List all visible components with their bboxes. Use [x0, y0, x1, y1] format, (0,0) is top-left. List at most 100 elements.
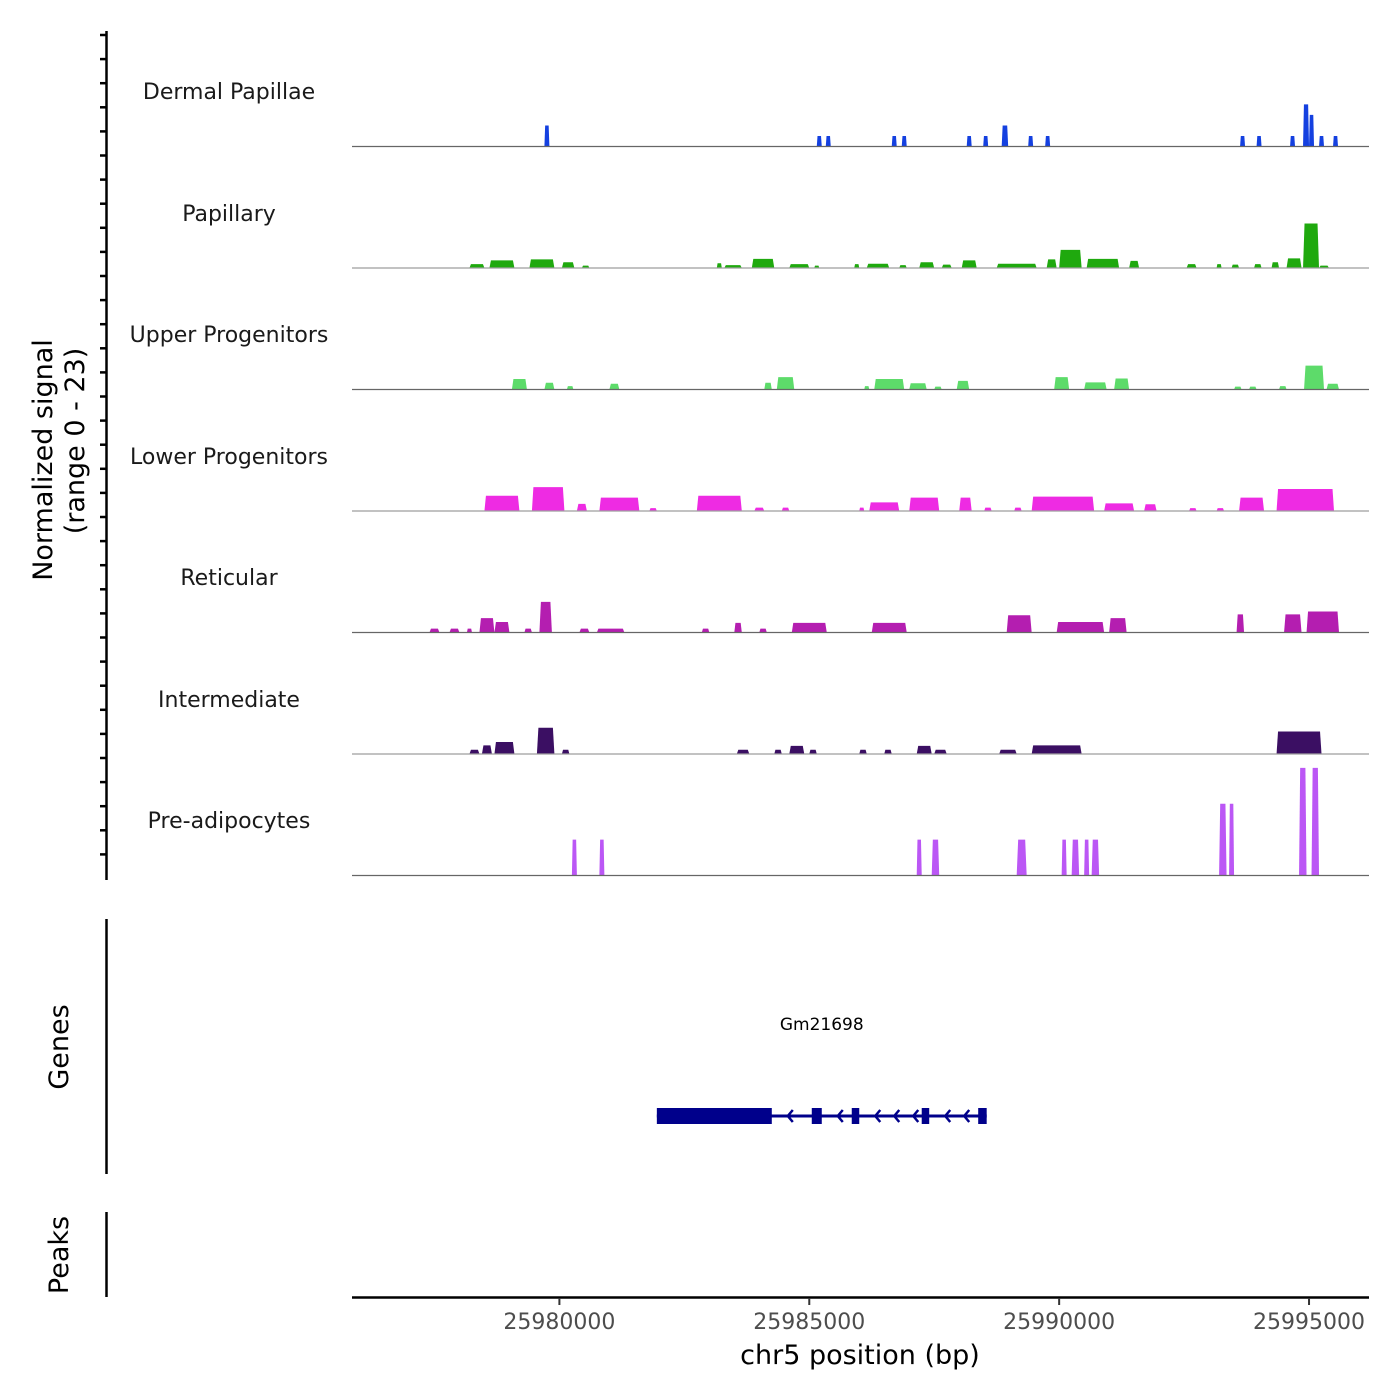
signal-peak	[966, 135, 972, 147]
strand-arrow-icon	[962, 1109, 971, 1123]
signal-peak	[919, 262, 935, 268]
signal-peak	[854, 264, 860, 268]
track-lower-progenitors	[352, 487, 1369, 512]
signal-peak	[536, 727, 555, 754]
signal-peak	[1014, 507, 1022, 511]
signal-peak	[1129, 260, 1140, 268]
track-label: Dermal Papillae	[143, 80, 315, 105]
y-axis-title: Normalized signal (range 0 - 23)	[28, 339, 91, 581]
signal-peak	[866, 263, 890, 268]
signal-peak	[1231, 264, 1240, 268]
signal-peak	[764, 382, 772, 390]
signal-peak	[1028, 135, 1034, 147]
signal-peak	[544, 382, 555, 390]
signal-peak	[759, 628, 767, 633]
signal-peak	[816, 135, 822, 147]
signal-peak	[1229, 803, 1235, 876]
signal-peak	[494, 621, 510, 633]
signal-peak	[934, 749, 947, 754]
signal-peak	[599, 839, 605, 876]
track-intermediate	[352, 727, 1369, 755]
signal-peak	[649, 508, 657, 511]
signal-peak	[774, 749, 782, 754]
strand-arrow-icon	[786, 1109, 794, 1123]
signal-peak	[751, 258, 775, 268]
strand-arrow-icon	[911, 1109, 920, 1123]
track-upper-progenitors	[352, 365, 1369, 391]
signal-peak	[1001, 125, 1009, 147]
signal-peak	[1234, 386, 1242, 390]
signal-peak	[1303, 104, 1310, 147]
signal-peak	[1309, 114, 1315, 147]
signal-peak	[539, 601, 552, 633]
signal-peak	[1104, 503, 1135, 511]
signal-peak	[1216, 264, 1222, 268]
signal-peak	[776, 377, 795, 390]
signal-peak	[736, 749, 750, 754]
signal-peak	[781, 507, 790, 511]
signal-peak	[999, 749, 1017, 754]
signal-peak	[909, 497, 940, 511]
signal-peak	[1236, 614, 1245, 633]
signal-peak	[869, 502, 900, 511]
signal-peak	[1319, 135, 1325, 147]
signal-peak	[1276, 489, 1335, 511]
signal-peak	[1299, 767, 1307, 876]
signal-peak	[996, 263, 1037, 268]
signal-peak	[1046, 259, 1057, 268]
signal-peak	[1284, 614, 1302, 633]
signal-peak	[1286, 258, 1302, 268]
gene-exon	[851, 1108, 860, 1124]
signal-peak	[484, 495, 520, 511]
signal-peak	[941, 264, 952, 268]
track-label: Intermediate	[158, 688, 300, 713]
x-axis-title: chr5 position (bp)	[740, 1340, 980, 1371]
signal-peak	[561, 262, 575, 268]
signal-peak	[983, 135, 989, 147]
gene-Gm21698: Gm21698	[656, 1015, 987, 1124]
track-reticular	[352, 601, 1369, 634]
signal-peak	[1306, 611, 1340, 633]
signal-peak	[1276, 731, 1322, 754]
signal-peak	[864, 386, 870, 390]
signal-peak	[1304, 365, 1325, 390]
signal-peak	[1061, 839, 1067, 876]
signal-peak	[1016, 839, 1027, 876]
signal-peak	[1084, 382, 1107, 390]
signal-peak	[1091, 839, 1100, 876]
signal-peak	[884, 749, 892, 754]
signal-peak	[466, 628, 472, 633]
signal-peak	[469, 749, 480, 754]
signal-peak	[734, 622, 742, 633]
signal-peak	[1279, 386, 1287, 390]
signal-peak	[1249, 386, 1257, 390]
signal-peak	[901, 135, 907, 147]
signal-peak	[859, 507, 865, 511]
y-axis-title-line1: Normalized signal	[28, 339, 59, 581]
signal-peak	[529, 259, 555, 268]
signal-peak	[1114, 378, 1130, 390]
signal-peak	[1219, 803, 1227, 876]
track-label: Lower Progenitors	[130, 445, 328, 470]
signal-peak	[791, 622, 827, 633]
strand-arrow-icon	[873, 1109, 882, 1123]
signal-peak	[1084, 839, 1090, 876]
signal-peak	[899, 265, 907, 268]
signal-peak	[825, 135, 831, 147]
signal-peak	[916, 839, 922, 876]
signal-peak	[789, 264, 810, 268]
signal-peak	[1059, 249, 1082, 268]
gene-label: Gm21698	[780, 1015, 864, 1035]
strand-arrow-icon	[892, 1109, 901, 1123]
y-axis-title-line2: (range 0 - 23)	[60, 348, 91, 535]
track-dermal-papillae	[352, 104, 1369, 148]
x-tick-label: 25990000	[1003, 1310, 1115, 1335]
strand-arrow-icon	[943, 1109, 952, 1123]
signal-peak	[576, 503, 587, 511]
signal-peak	[874, 378, 905, 390]
signal-peak	[1326, 383, 1340, 390]
signal-peak	[754, 507, 765, 511]
signal-peak	[1254, 264, 1262, 268]
track-papillary	[352, 223, 1369, 269]
